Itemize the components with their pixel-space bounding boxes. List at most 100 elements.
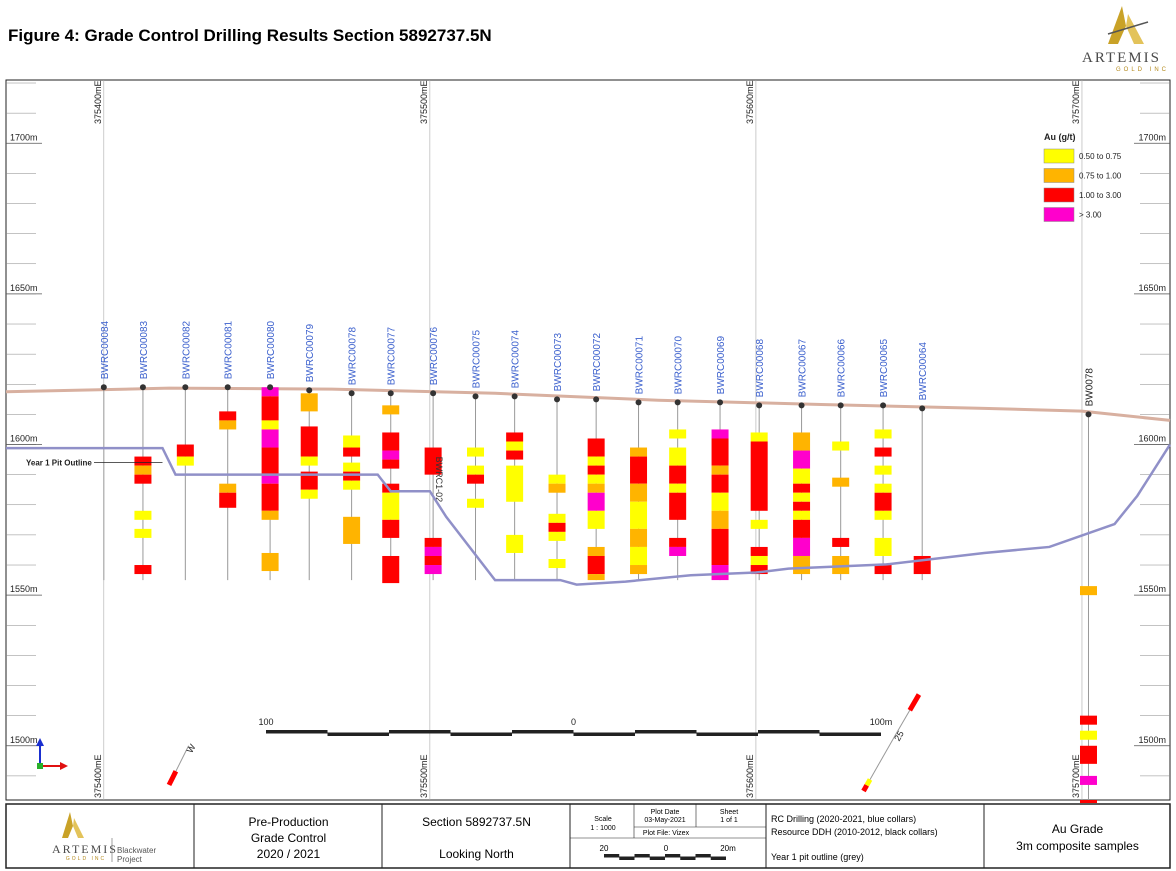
- grade-interval: [506, 450, 524, 460]
- collar-marker: [100, 384, 107, 391]
- grade-interval: [630, 483, 648, 502]
- tb-logo-sub: GOLD INC: [65, 856, 107, 862]
- scale-bar-segment: [266, 730, 328, 733]
- grade-interval: [261, 483, 279, 511]
- grade-interval: [793, 483, 811, 493]
- grade-interval: [261, 552, 279, 572]
- grade-interval: [630, 447, 648, 457]
- tb-small-scale-left: 20: [599, 844, 609, 853]
- legend-title: Au (g/t): [1044, 132, 1076, 142]
- collar-marker: [267, 384, 274, 391]
- elevation-label-left: 1500m: [10, 735, 38, 745]
- grade-interval: [630, 565, 648, 575]
- scale-bar-segment: [450, 733, 512, 736]
- hole-label: BWRC00064: [918, 342, 929, 401]
- topography-line: [5, 386, 1171, 422]
- tb-note-ddh: Resource DDH (2010-2012, black collars): [771, 827, 938, 837]
- grade-interval: [300, 456, 318, 466]
- angled-grade-interval: [907, 693, 922, 712]
- tb-sheet-value: 1 of 1: [720, 817, 738, 824]
- grade-interval: [711, 465, 729, 475]
- collar-marker: [306, 387, 313, 394]
- elevation-label-left: 1700m: [10, 132, 38, 142]
- grade-interval: [711, 510, 729, 529]
- grade-interval: [261, 447, 279, 475]
- grade-interval: [424, 447, 442, 475]
- grade-interval: [134, 565, 152, 575]
- collar-marker: [837, 402, 844, 409]
- legend-label: 1.00 to 3.00: [1079, 191, 1122, 200]
- grade-interval: [424, 565, 442, 575]
- collar-marker: [511, 393, 518, 400]
- grade-interval: [711, 528, 729, 566]
- legend-label: > 3.00: [1079, 211, 1102, 220]
- tb-logo-mark: [62, 812, 73, 838]
- grade-interval: [874, 510, 892, 520]
- grade-interval: [261, 510, 279, 520]
- tb-plot-date-label: Plot Date: [650, 809, 680, 816]
- hole-label: BWRC00083: [139, 320, 150, 379]
- grade-interval: [424, 537, 442, 547]
- grade-interval: [793, 510, 811, 520]
- elevation-label-right: 1700m: [1138, 132, 1166, 142]
- axis-right-arrowhead: [60, 762, 68, 770]
- grade-interval: [874, 483, 892, 493]
- hole-label: BWRC00066: [837, 339, 848, 398]
- tb-section: Section 5892737.5N: [422, 815, 531, 829]
- collar-marker: [430, 390, 437, 397]
- grade-interval: [219, 483, 237, 493]
- grade-interval: [750, 432, 768, 442]
- tb-project-label: Blackwater Project: [117, 846, 157, 864]
- collar-marker: [919, 405, 926, 412]
- grade-interval: [874, 537, 892, 556]
- grade-interval: [587, 510, 605, 529]
- grade-interval: [587, 474, 605, 484]
- tb-orientation: Looking North: [439, 847, 514, 861]
- artemis-wordmark-sub: GOLD INC: [1116, 67, 1170, 73]
- grade-interval: [669, 537, 687, 547]
- tb-grade-title: Au Grade: [1051, 822, 1104, 836]
- grade-interval: [1079, 715, 1097, 725]
- grade-interval: [219, 420, 237, 430]
- grade-interval: [467, 498, 485, 508]
- grade-interval: [587, 438, 605, 457]
- grade-interval: [548, 558, 566, 569]
- grade-interval: [467, 465, 485, 475]
- elevation-label-right: 1500m: [1138, 735, 1166, 745]
- elevation-label-left: 1600m: [10, 434, 38, 444]
- scale-bar-segment: [327, 733, 389, 736]
- grade-interval: [750, 555, 768, 566]
- grade-interval: [711, 492, 729, 511]
- grade-interval: [587, 546, 605, 556]
- grade-interval: [548, 474, 566, 484]
- small-scale-bar-segment: [710, 857, 726, 860]
- grade-interval: [343, 462, 361, 472]
- tb-scale-value: 1 : 1000: [590, 825, 616, 832]
- grade-interval: [669, 546, 687, 556]
- grade-interval: [261, 429, 279, 448]
- grade-interval: [750, 441, 768, 511]
- scale-bar-segment: [512, 730, 574, 733]
- tb-logo-wordmark: ARTEMIS: [52, 842, 118, 856]
- grade-interval: [1079, 745, 1097, 764]
- grade-interval: [382, 450, 400, 460]
- legend-swatch: [1043, 168, 1075, 183]
- grade-interval: [711, 429, 729, 439]
- scale-bar-label-left: 100: [258, 717, 273, 727]
- hole-label: BWRC00069: [716, 336, 727, 395]
- elevation-label-right: 1600m: [1138, 434, 1166, 444]
- legend-label: 0.75 to 1.00: [1079, 172, 1122, 181]
- artemis-logo-mark: [1107, 6, 1149, 44]
- small-scale-bar-segment: [634, 854, 650, 857]
- grade-interval: [711, 565, 729, 581]
- grade-interval: [630, 501, 648, 529]
- grade-interval: [793, 519, 811, 538]
- collar-marker: [387, 390, 394, 397]
- elevation-label-right: 1650m: [1138, 283, 1166, 293]
- grade-interval: [134, 474, 152, 484]
- grade-interval: [630, 456, 648, 484]
- angled-grade-interval: [166, 770, 179, 787]
- grade-interval: [750, 519, 768, 529]
- grade-interval: [219, 492, 237, 508]
- grade-interval: [261, 420, 279, 430]
